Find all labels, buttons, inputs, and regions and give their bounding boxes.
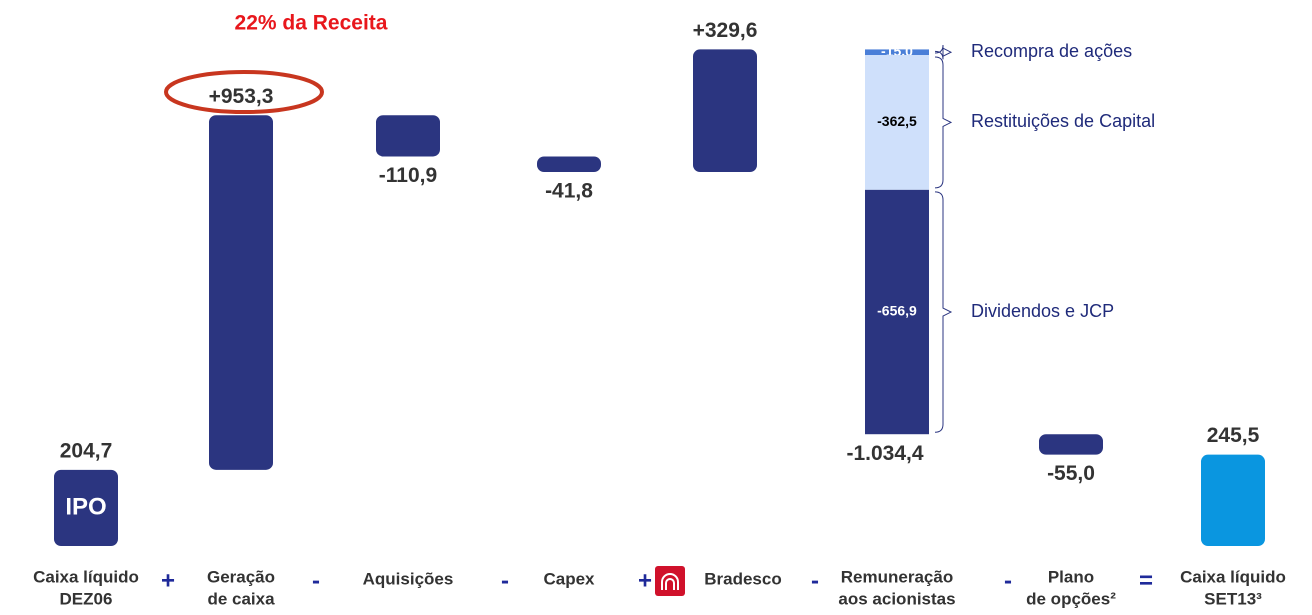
bradesco-logo [655,566,685,596]
x-tick-label: SET13³ [1204,589,1262,608]
bar-segment [865,49,929,55]
segment-name: Recompra de ações [971,41,1132,61]
operator: - [1004,567,1012,594]
bar-segment [865,189,929,435]
bar-segment [865,54,929,190]
operator: + [161,567,175,594]
x-tick-label: de caixa [207,589,275,608]
segment-label: -15,0 [881,43,913,59]
value-label: -41,8 [545,180,593,203]
x-tick-label: DEZ06 [60,589,113,608]
x-tick-label: Geração [207,567,275,586]
x-tick-label: Caixa líquido [1180,567,1286,586]
annotation: 22% da Receita [235,12,388,35]
operator: = [1139,567,1153,594]
bar [209,115,273,470]
bar [537,156,601,173]
x-tick-label: aos acionistas [838,589,955,608]
bar [1201,454,1265,546]
x-tick-label: de opções² [1026,589,1116,608]
operator: - [501,567,509,594]
highlight-ellipse [164,70,324,114]
value-label: 245,5 [1207,424,1260,447]
x-tick-label: Remuneração [841,567,953,586]
value-label: +953,3 [209,85,274,108]
operator: - [312,567,320,594]
segment-label: -362,5 [877,113,917,129]
bar-text: IPO [65,493,106,520]
x-tick-label: Caixa líquido [33,567,139,586]
x-tick-label: Capex [543,569,595,588]
value-label: +329,6 [693,19,758,42]
segment-name: Restituições de Capital [971,111,1155,131]
segment-name: Dividendos e JCP [971,301,1114,321]
bar [376,115,440,157]
operator: - [811,567,819,594]
segment-label: -656,9 [877,303,917,319]
bar [693,49,757,173]
x-tick-label: Plano [1048,567,1094,586]
bar [54,469,118,546]
value-label: 204,7 [60,439,113,462]
value-label: -1.034,4 [846,442,923,465]
brace [934,56,953,189]
brace [934,44,953,60]
x-tick-label: Bradesco [704,569,781,588]
brace [934,191,953,433]
value-label: -110,9 [379,164,437,187]
value-label: -55,0 [1047,462,1095,485]
bar [1039,434,1103,455]
x-tick-label: Aquisições [363,569,454,588]
operator: + [638,567,652,594]
